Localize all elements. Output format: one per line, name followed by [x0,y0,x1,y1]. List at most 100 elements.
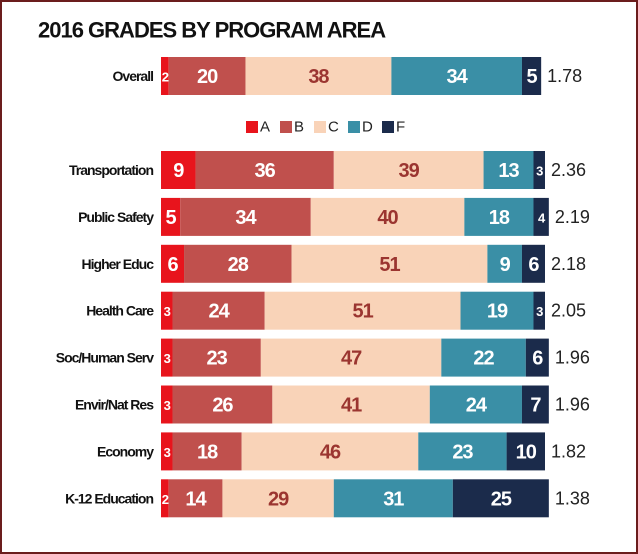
bar-segment [333,151,484,189]
legend-swatch [246,121,258,133]
bar-segment [161,432,173,471]
average-label: 2.18 [551,254,586,274]
category-label: Economy [97,443,154,459]
segment-label: 6 [528,254,539,276]
chart-title: 2016 GRADES BY PROGRAM AREA [38,18,386,43]
bar-segment [525,338,549,377]
segment-label: 3 [164,351,171,366]
segment-label: 26 [212,395,233,417]
bar-segment [161,244,185,283]
legend-label: A [260,119,270,136]
segment-label: 38 [308,66,329,88]
segment-label: 9 [173,160,184,182]
bar-segment [460,291,534,330]
bar-segment [245,57,392,95]
segment-label: 23 [452,441,473,463]
legend-label: C [328,119,339,136]
average-label: 2.19 [555,207,590,227]
average-label: 1.38 [555,488,590,508]
average-label: 1.78 [547,66,582,86]
bar-segment [533,151,545,189]
bar-segment [533,197,549,236]
segment-label: 2 [162,70,169,85]
bar-segment [452,479,549,518]
bar-segment [161,385,173,424]
segment-label: 3 [164,398,171,413]
bar-segment [161,197,181,236]
category-label: Health Care [86,303,154,319]
bar-segment [161,291,173,330]
average-label: 1.96 [555,395,590,415]
segment-label: 36 [255,160,276,182]
bar-segment [264,291,461,330]
segment-label: 24 [208,301,230,323]
average-label: 2.05 [551,301,586,321]
bar-segment [180,197,311,236]
bar-segment [483,151,534,189]
segment-label: 47 [341,348,362,370]
segment-label: 31 [383,488,404,510]
bar-segment [222,479,334,518]
segment-label: 5 [526,66,537,88]
bar-segment [241,432,419,471]
legend-label: B [294,119,304,136]
legend-swatch [280,121,292,133]
bar-segment [172,338,261,377]
bar-segment [464,197,534,236]
segment-label: 6 [532,348,543,370]
segment-label: 25 [491,488,512,510]
segment-label: 46 [320,441,341,463]
bar-segment [391,57,522,95]
bar-segment [172,385,273,424]
segment-label: 3 [164,445,171,460]
segment-label: 23 [207,348,228,370]
segment-label: 14 [185,488,207,510]
bar-segment [168,479,223,518]
bar-segment [184,244,292,283]
average-label: 2.36 [551,160,586,180]
bar-segment [195,151,334,189]
bar-segment [487,244,522,283]
segment-label: 10 [516,441,537,463]
bar-segment [521,385,549,424]
bar-segment [418,432,507,471]
bar-segment [429,385,522,424]
segment-label: 6 [167,254,178,276]
bar-segment [533,291,545,330]
bar-segment [272,385,430,424]
bar-segment [521,57,542,95]
average-label: 1.96 [555,348,590,368]
segment-label: 19 [487,301,508,323]
segment-label: 5 [166,207,177,229]
bar-segment [161,151,196,189]
average-label: 1.82 [551,441,586,461]
bar-segment [521,244,545,283]
bar-segment [441,338,526,377]
segment-label: 18 [197,441,218,463]
bar-segment [172,291,265,330]
legend-swatch [314,121,326,133]
segment-label: 34 [235,207,257,229]
segment-label: 3 [536,304,543,319]
bar-segment [161,57,169,95]
bar-segment [161,479,169,518]
segment-label: 3 [164,304,171,319]
category-label: Soc/Human Serv [56,350,154,366]
legend-label: D [362,119,373,136]
bar-segment [291,244,488,283]
segment-label: 34 [447,66,469,88]
legend-swatch [348,121,360,133]
category-label: Overall [113,68,154,84]
segment-label: 40 [377,207,398,229]
segment-label: 2 [162,492,169,507]
segment-label: 28 [228,254,249,276]
bar-segment [172,432,242,471]
category-label: Public Safety [78,209,154,225]
bar-segment [168,57,246,95]
segment-label: 20 [197,66,218,88]
segment-label: 22 [473,348,494,370]
bar-segment [260,338,442,377]
bar-segment [333,479,453,518]
segment-label: 9 [500,254,511,276]
